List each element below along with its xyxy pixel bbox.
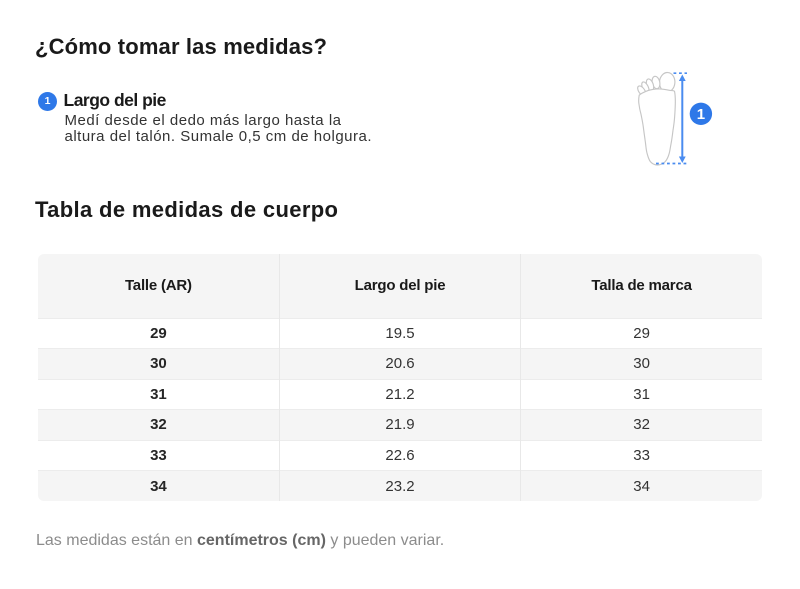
svg-text:1: 1: [697, 106, 705, 123]
